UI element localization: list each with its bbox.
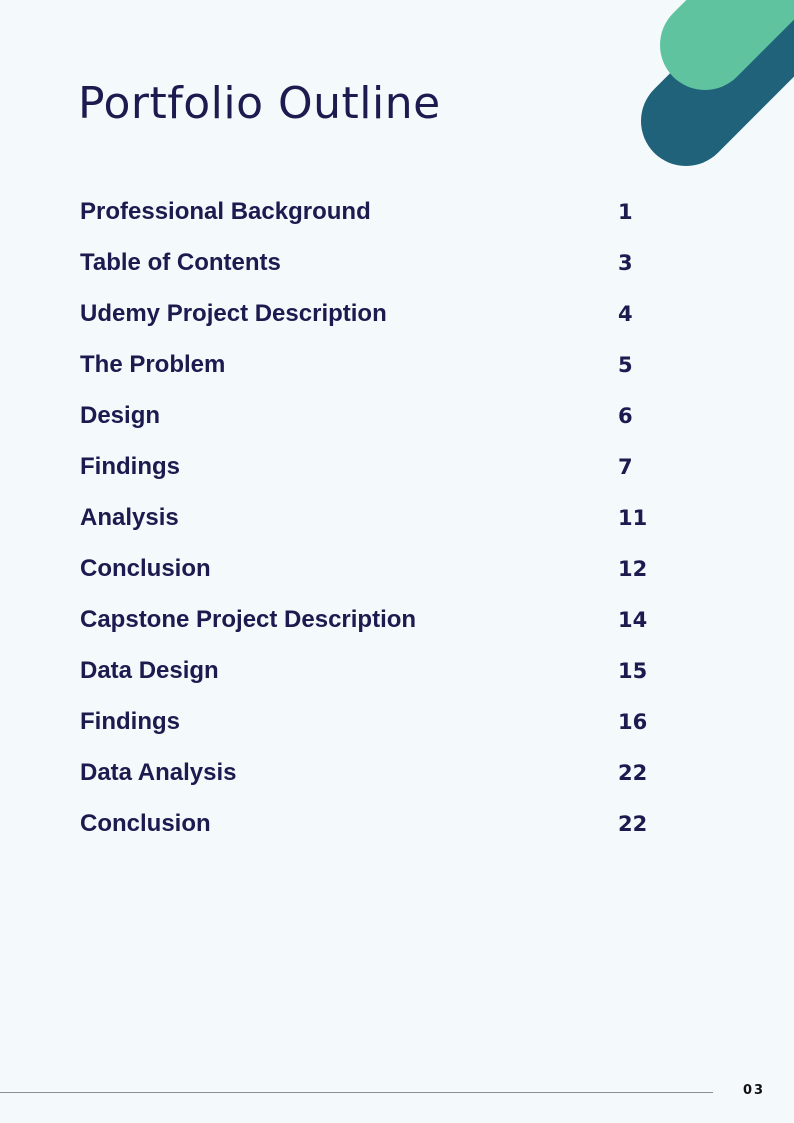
toc-entry-page: 1: [618, 200, 633, 224]
toc-entry: Table of Contents 3: [80, 247, 680, 298]
toc-entry-label: Data Design: [80, 657, 219, 684]
green-diagonal-bar: [660, 0, 794, 90]
page-title: Portfolio Outline: [78, 78, 441, 129]
toc-entry: Udemy Project Description 4: [80, 298, 680, 349]
toc-entry-page: 3: [618, 251, 633, 275]
toc-entry: Data Analysis 22: [80, 757, 680, 808]
table-of-contents: Professional Background 1 Table of Content…: [80, 196, 680, 859]
toc-entry: Analysis 11: [80, 502, 680, 553]
toc-entry-label: Udemy Project Description: [80, 300, 387, 327]
toc-entry: Data Design 15: [80, 655, 680, 706]
toc-entry-page: 12: [618, 557, 648, 581]
toc-entry-page: 6: [618, 404, 633, 428]
toc-entry-page: 16: [618, 710, 648, 734]
toc-entry-page: 22: [618, 812, 648, 836]
toc-entry-label: Design: [80, 402, 161, 429]
toc-entry-page: 4: [618, 302, 633, 326]
footer-divider: [0, 1092, 713, 1093]
toc-entry: Conclusion 22: [80, 808, 680, 859]
toc-entry-page: 7: [618, 455, 633, 479]
toc-entry-page: 5: [618, 353, 633, 377]
corner-decoration: [641, 0, 794, 166]
toc-entry-label: Conclusion: [80, 810, 211, 837]
toc-entry-page: 22: [618, 761, 648, 785]
toc-entry-label: Conclusion: [80, 555, 211, 582]
toc-entry-label: Table of Contents: [80, 249, 281, 276]
toc-entry-page: 15: [618, 659, 648, 683]
toc-entry-label: Capstone Project Description: [80, 606, 417, 633]
toc-entry: Capstone Project Description 14: [80, 604, 680, 655]
toc-entry: Professional Background 1: [80, 196, 680, 247]
toc-entry: Design 6: [80, 400, 680, 451]
toc-entry-label: The Problem: [80, 351, 226, 378]
toc-entry-label: Findings: [80, 708, 180, 735]
page-number: 03: [743, 1083, 766, 1098]
toc-entry-label: Data Analysis: [80, 759, 237, 786]
toc-entry: Findings 7: [80, 451, 680, 502]
toc-entry-label: Analysis: [80, 504, 179, 531]
toc-entry: Conclusion 12: [80, 553, 680, 604]
toc-entry-page: 14: [618, 608, 648, 632]
toc-entry: Findings 16: [80, 706, 680, 757]
toc-entry: The Problem 5: [80, 349, 680, 400]
toc-entry-label: Findings: [80, 453, 180, 480]
toc-entry-page: 11: [618, 506, 648, 530]
toc-entry-label: Professional Background: [80, 198, 371, 225]
